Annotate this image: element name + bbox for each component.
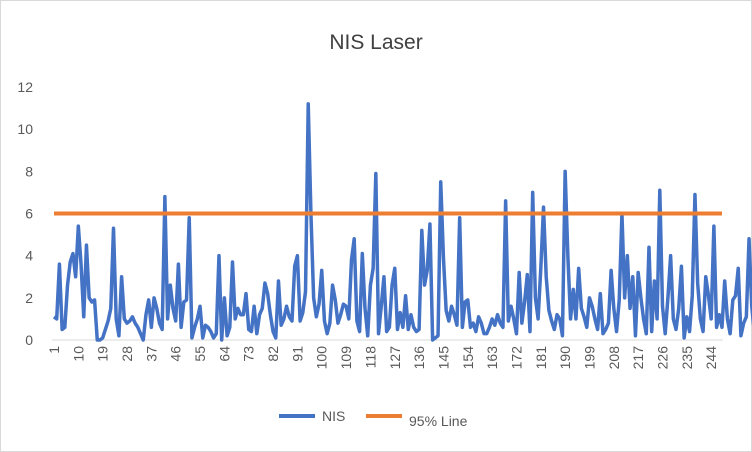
series-line-nis — [52, 102, 752, 342]
x-tick-label: 109 — [338, 346, 354, 370]
legend: NIS 95% Line — [279, 408, 468, 429]
x-tick-label: 91 — [289, 346, 305, 362]
x-tick-label: 1 — [46, 346, 62, 354]
x-tick-label: 136 — [411, 346, 427, 370]
y-tick-label: 10 — [17, 121, 33, 137]
x-tick-label: 190 — [557, 346, 573, 370]
x-tick-label: 64 — [216, 346, 232, 362]
x-tick-label: 145 — [435, 346, 451, 370]
x-axis: 1 10 19 28 37 46 55 64 73 82 91 100 109 118 127 136 145 1… — [46, 346, 719, 370]
x-tick-label: 28 — [119, 346, 135, 362]
legend-label-95-line: 95% Line — [409, 413, 468, 429]
x-tick-label: 181 — [533, 346, 549, 370]
x-tick-label: 55 — [192, 346, 208, 362]
x-tick-label: 19 — [95, 346, 111, 362]
series-layer — [52, 102, 752, 342]
chart-title: NIS Laser — [329, 31, 422, 54]
y-tick-label: 12 — [17, 79, 33, 95]
y-axis: 0 2 4 6 8 10 12 — [17, 79, 33, 348]
x-tick-label: 208 — [606, 346, 622, 370]
x-tick-label: 82 — [265, 346, 281, 362]
y-tick-label: 8 — [25, 163, 33, 179]
y-tick-label: 6 — [25, 206, 33, 222]
x-tick-label: 118 — [362, 346, 378, 369]
x-tick-label: 10 — [70, 346, 86, 362]
y-tick-label: 0 — [25, 332, 33, 348]
x-tick-label: 199 — [581, 346, 597, 370]
x-tick-label: 163 — [484, 346, 500, 370]
x-tick-label: 127 — [387, 346, 403, 370]
x-tick-label: 226 — [655, 346, 671, 370]
x-tick-label: 172 — [508, 346, 524, 370]
x-tick-label: 46 — [168, 346, 184, 362]
legend-label-nis: NIS — [322, 408, 345, 424]
x-tick-label: 217 — [630, 346, 646, 370]
x-tick-label: 235 — [679, 346, 695, 370]
y-tick-label: 4 — [25, 248, 33, 264]
x-tick-label: 244 — [703, 346, 719, 370]
x-tick-label: 154 — [460, 346, 476, 370]
x-tick-label: 37 — [143, 346, 159, 362]
x-tick-label: 73 — [241, 346, 257, 362]
y-tick-label: 2 — [25, 290, 33, 306]
x-tick-label: 100 — [314, 346, 330, 370]
